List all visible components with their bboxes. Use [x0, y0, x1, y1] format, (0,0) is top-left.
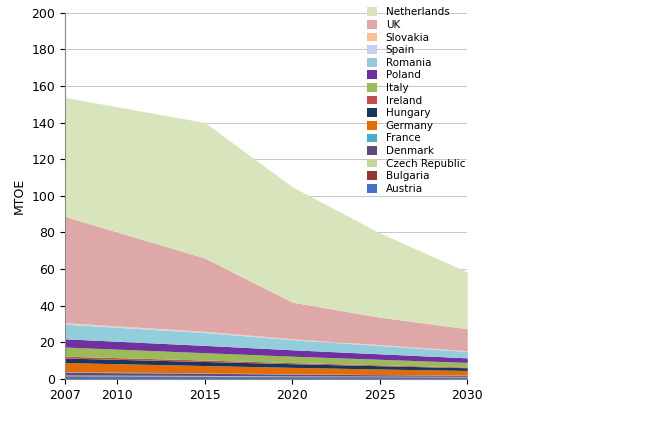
Legend: Netherlands, UK, Slovakia, Spain, Romania, Poland, Italy, Ireland, Hungary, Germ: Netherlands, UK, Slovakia, Spain, Romani…: [365, 5, 467, 196]
Y-axis label: MTOE: MTOE: [13, 178, 26, 214]
